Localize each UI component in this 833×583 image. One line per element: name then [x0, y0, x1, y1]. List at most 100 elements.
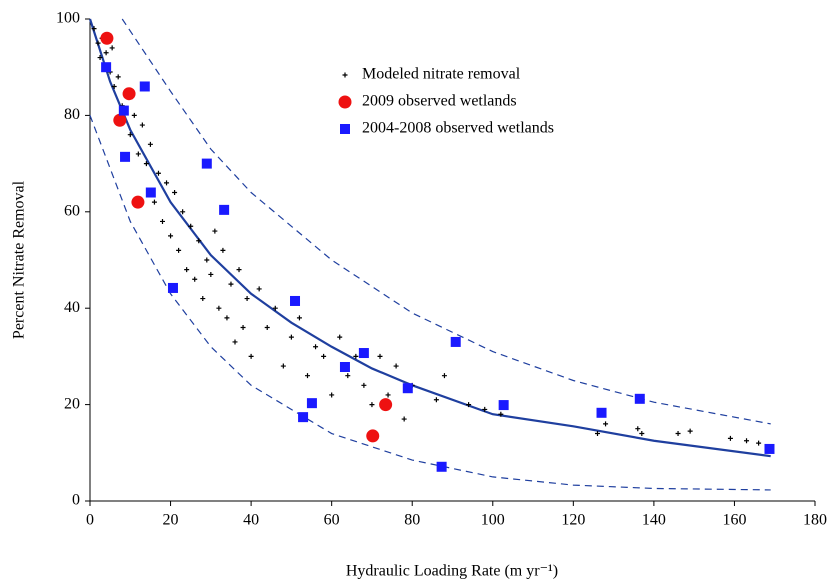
- x-axis-label: Hydraulic Loading Rate (m yr⁻¹): [346, 563, 558, 580]
- x-tick-label: 40: [243, 512, 259, 529]
- legend-label: 2009 observed wetlands: [362, 93, 517, 110]
- point: [97, 55, 103, 61]
- point: [122, 87, 136, 101]
- point: [329, 392, 335, 398]
- point: [288, 334, 294, 340]
- y-tick-label: 20: [64, 395, 80, 412]
- point: [744, 438, 750, 444]
- point: [353, 353, 359, 359]
- x-tick-label: 60: [324, 512, 340, 529]
- point: [120, 151, 131, 162]
- point: [131, 195, 145, 209]
- point: [264, 324, 270, 330]
- point: [377, 353, 383, 359]
- point: [482, 406, 488, 412]
- point: [201, 158, 212, 169]
- y-tick-label: 100: [56, 10, 80, 27]
- point: [236, 267, 242, 273]
- y-tick-label: 0: [72, 492, 80, 509]
- legend-marker: [338, 95, 352, 109]
- point: [204, 257, 210, 263]
- point: [401, 416, 407, 422]
- x-tick-label: 180: [803, 512, 827, 529]
- x-tick-label: 0: [86, 512, 94, 529]
- point: [127, 132, 133, 138]
- point: [115, 74, 121, 80]
- point: [433, 397, 439, 403]
- point: [635, 426, 641, 432]
- point: [727, 435, 733, 441]
- fit-curve: [88, 18, 771, 458]
- point: [95, 40, 101, 46]
- point: [139, 81, 150, 92]
- point: [596, 407, 607, 418]
- point: [385, 392, 391, 398]
- bound-line: [89, 115, 771, 491]
- point: [118, 105, 129, 116]
- point: [109, 45, 115, 51]
- point: [436, 461, 447, 472]
- point: [595, 431, 600, 437]
- point: [498, 400, 509, 411]
- legend-marker: [340, 124, 350, 134]
- point: [151, 199, 157, 205]
- legend-label: Modeled nitrate removal: [362, 66, 521, 83]
- point: [196, 238, 202, 244]
- point: [248, 353, 254, 359]
- point: [101, 62, 112, 73]
- point: [147, 141, 153, 147]
- point: [172, 190, 178, 196]
- point: [603, 421, 609, 427]
- x-tick-label: 120: [561, 512, 585, 529]
- point: [498, 411, 504, 417]
- point: [441, 373, 447, 379]
- y-axis-label: Percent Nitrate Removal: [11, 180, 28, 339]
- point: [675, 431, 681, 437]
- point: [687, 428, 693, 434]
- point: [256, 286, 262, 292]
- x-tick-label: 140: [642, 512, 666, 529]
- point: [313, 344, 319, 350]
- point: [366, 429, 380, 443]
- point: [176, 247, 182, 253]
- point: [240, 324, 246, 330]
- point: [219, 204, 230, 215]
- point: [113, 113, 127, 127]
- point: [135, 151, 141, 157]
- point: [639, 431, 645, 437]
- legend-label: 2004-2008 observed wetlands: [362, 120, 554, 137]
- point: [290, 295, 301, 306]
- point: [280, 363, 286, 369]
- point: [402, 383, 413, 394]
- point: [345, 373, 351, 379]
- point: [228, 281, 234, 287]
- point: [145, 187, 156, 198]
- bound-line: [121, 18, 771, 425]
- point: [160, 218, 165, 224]
- point: [155, 170, 161, 176]
- point: [103, 50, 109, 56]
- x-tick-label: 20: [163, 512, 179, 529]
- point: [337, 334, 343, 340]
- point: [208, 271, 214, 277]
- point: [361, 382, 367, 388]
- point: [167, 282, 178, 293]
- point: [200, 296, 206, 302]
- x-tick-label: 160: [722, 512, 746, 529]
- point: [296, 315, 302, 321]
- point: [756, 440, 762, 446]
- x-tick-label: 80: [404, 512, 420, 529]
- point: [180, 209, 186, 215]
- x-tick-label: 100: [481, 512, 505, 529]
- point: [298, 412, 309, 423]
- y-tick-label: 40: [64, 299, 80, 316]
- point: [131, 112, 137, 118]
- point: [216, 305, 222, 311]
- point: [168, 233, 174, 239]
- point: [358, 348, 369, 359]
- point: [764, 443, 775, 454]
- point: [305, 373, 310, 379]
- point: [450, 336, 461, 347]
- point: [379, 398, 393, 412]
